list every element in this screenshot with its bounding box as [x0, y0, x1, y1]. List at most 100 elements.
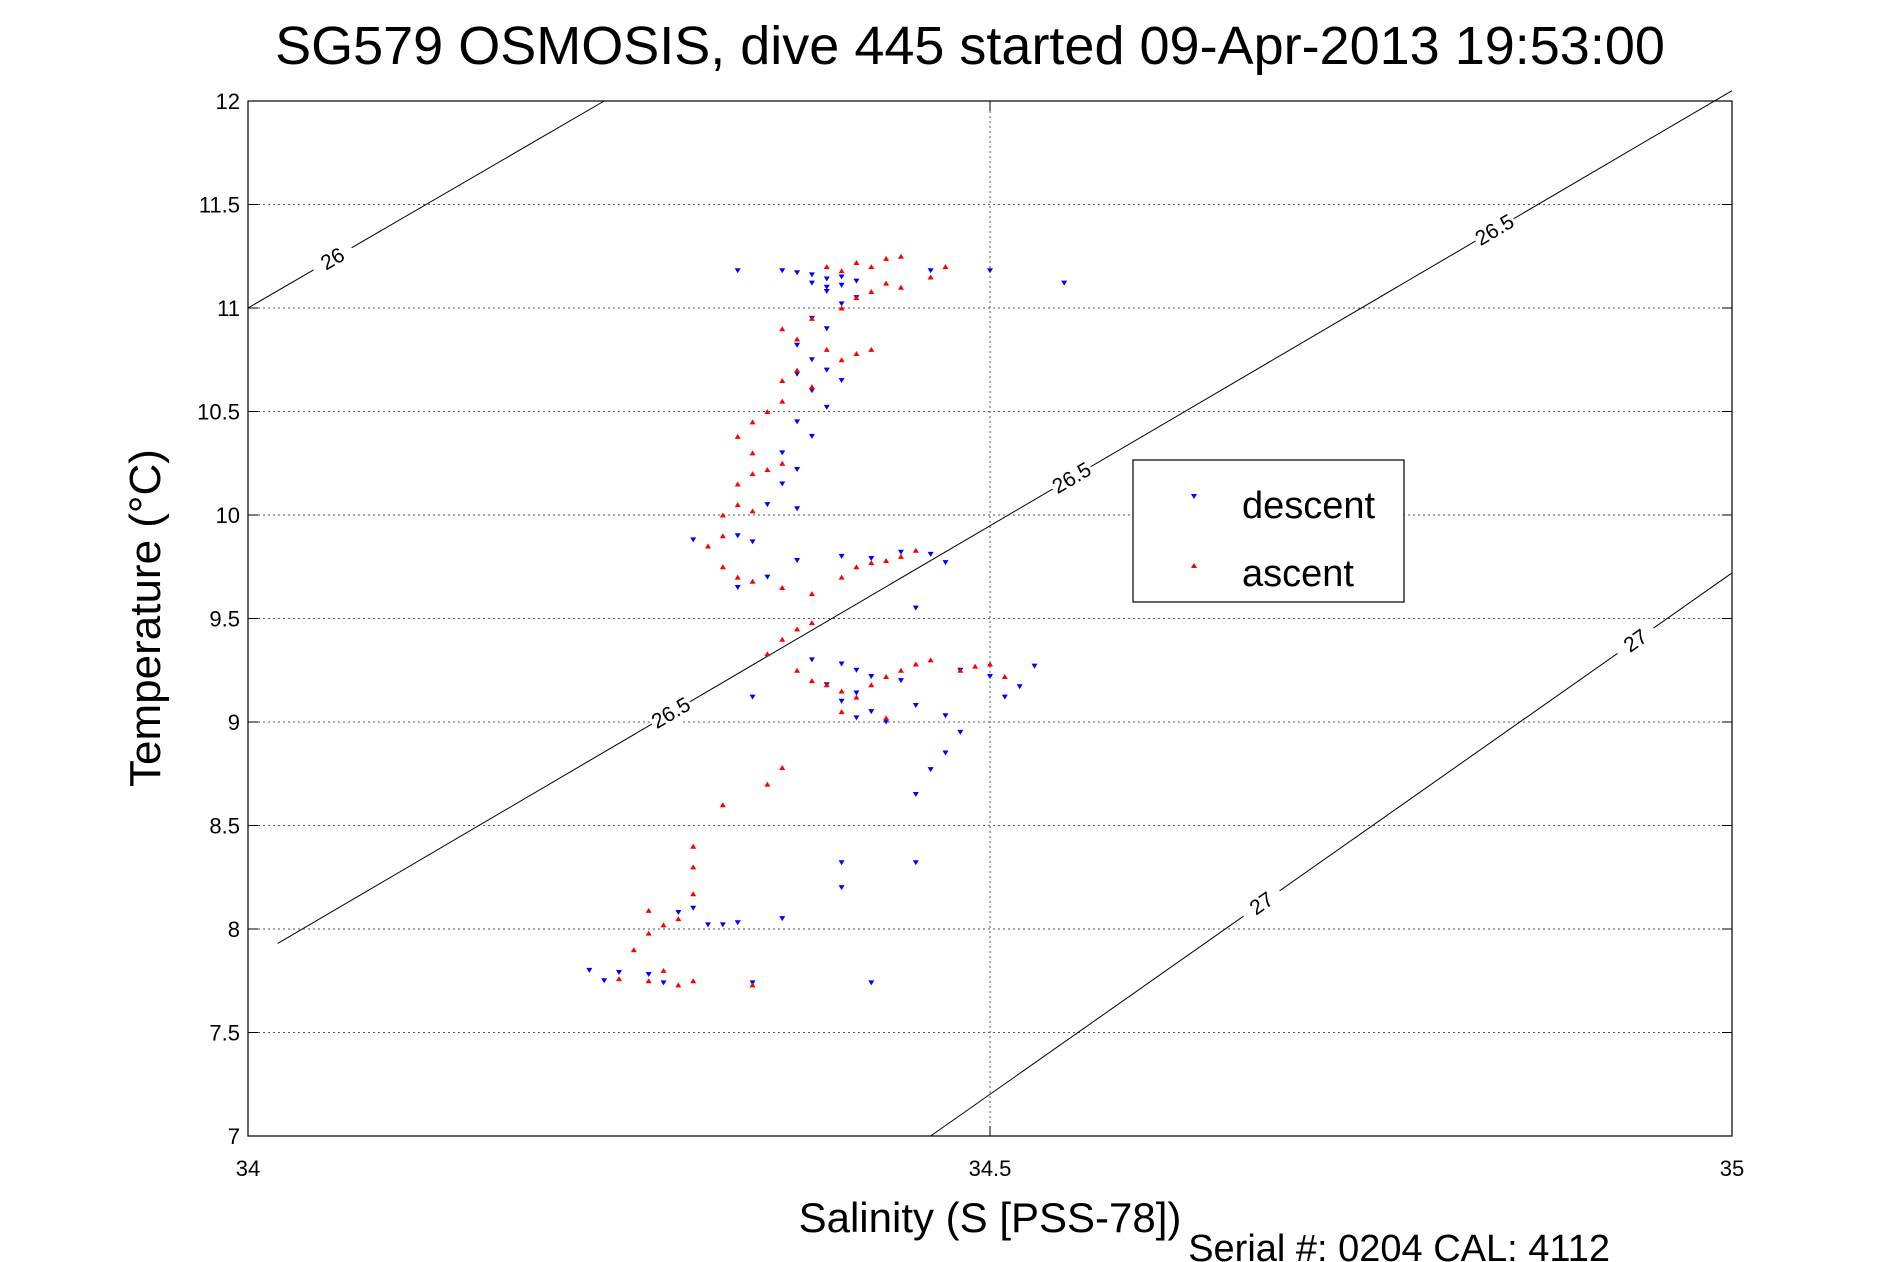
descent-point [794, 371, 801, 377]
ascent-point [853, 295, 860, 301]
ascent-point [853, 694, 860, 700]
ascent-point [660, 967, 667, 973]
descent-point [853, 690, 860, 696]
descent-point [838, 860, 845, 866]
ascent-point [808, 678, 815, 684]
descent-point [734, 268, 741, 274]
legend-box [1132, 459, 1405, 603]
ascent-point [675, 916, 682, 922]
ascent-point [690, 978, 697, 984]
ascent-point [719, 564, 726, 570]
y-tick-label: 10.5 [197, 400, 240, 425]
ascent-point [808, 384, 815, 390]
contour-label-bg [645, 690, 697, 736]
descent-point [823, 288, 830, 294]
descent-point [1001, 694, 1008, 700]
ascent-point [972, 663, 979, 669]
descent-point [808, 357, 815, 363]
contour-label-bg [1046, 455, 1098, 501]
descent-point [942, 560, 949, 566]
y-tick-label: 9 [228, 710, 240, 735]
descent-point [734, 920, 741, 926]
ascent-point [868, 264, 875, 270]
ascent-point [719, 802, 726, 808]
descent-point [853, 715, 860, 721]
ascent-point [868, 346, 875, 352]
descent-point [838, 377, 845, 383]
descent-point [927, 268, 934, 274]
gridlines [248, 101, 1732, 1136]
ascent-point [838, 688, 845, 694]
descent-point [957, 729, 964, 735]
ascent-point [690, 864, 697, 870]
ascent-point [764, 781, 771, 787]
descent-point [868, 673, 875, 679]
ascent-point [794, 367, 801, 373]
descent-point [808, 433, 815, 439]
ascent-point [764, 651, 771, 657]
ascent-point [779, 326, 786, 332]
descent-point [838, 885, 845, 891]
descent-point [705, 922, 712, 928]
descent-point [912, 860, 919, 866]
ascent-point [630, 947, 637, 953]
ascent-point [645, 978, 652, 984]
ascent-point [912, 661, 919, 667]
y-tick-label: 9.5 [209, 607, 240, 632]
ascent-point [942, 264, 949, 270]
contour-label-bg [1236, 880, 1288, 927]
descent-point [645, 972, 652, 978]
descent-point [779, 268, 786, 274]
legend-descent-marker [1191, 494, 1197, 499]
ascent-point [868, 560, 875, 566]
ascent-point [660, 922, 667, 928]
ascent-point [794, 626, 801, 632]
ascent-point [897, 284, 904, 290]
descent-point [601, 978, 608, 984]
descent-point [779, 450, 786, 456]
ascent-point [868, 288, 875, 294]
ascent-point [764, 466, 771, 472]
descent-point [823, 326, 830, 332]
ascent-point [690, 891, 697, 897]
data-series [586, 253, 1068, 988]
ascent-point [779, 765, 786, 771]
y-tick-label: 11 [217, 296, 240, 321]
serial-cal-footer: Serial #: 0204 CAL: 4112 [1188, 1228, 1610, 1262]
ascent-point [912, 547, 919, 553]
descent-point [853, 667, 860, 673]
ascent-point [779, 377, 786, 383]
ascent-point [1001, 673, 1008, 679]
y-tick-label: 12 [216, 89, 240, 114]
descent-point [1061, 280, 1068, 286]
y-tick-label: 8 [228, 917, 240, 942]
descent-point [897, 549, 904, 555]
descent-point [779, 916, 786, 922]
ascent-point [838, 709, 845, 715]
descent-point [808, 388, 815, 394]
descent-point [868, 980, 875, 986]
ascent-point [749, 578, 756, 584]
ascent-point [897, 667, 904, 673]
descent-point [927, 767, 934, 773]
descent-point [734, 533, 741, 539]
descent-point [764, 502, 771, 508]
y-tick-label: 11.5 [199, 193, 240, 218]
ascent-point [794, 336, 801, 342]
ascent-point [794, 667, 801, 673]
descent-point [616, 969, 622, 975]
descent-point [868, 709, 875, 715]
legend-descent-label: descent [1242, 485, 1376, 527]
descent-point [897, 678, 904, 684]
descent-point [912, 605, 919, 611]
descent-point [987, 673, 993, 679]
ascent-point [838, 574, 845, 580]
ascent-point [853, 564, 860, 570]
descent-point [794, 419, 801, 425]
ascent-point [734, 502, 741, 508]
y-tick-label: 10 [216, 503, 240, 528]
ascent-point [749, 508, 756, 514]
ascent-point [838, 357, 845, 363]
y-axis-label: Temperature (°C) [121, 449, 170, 787]
